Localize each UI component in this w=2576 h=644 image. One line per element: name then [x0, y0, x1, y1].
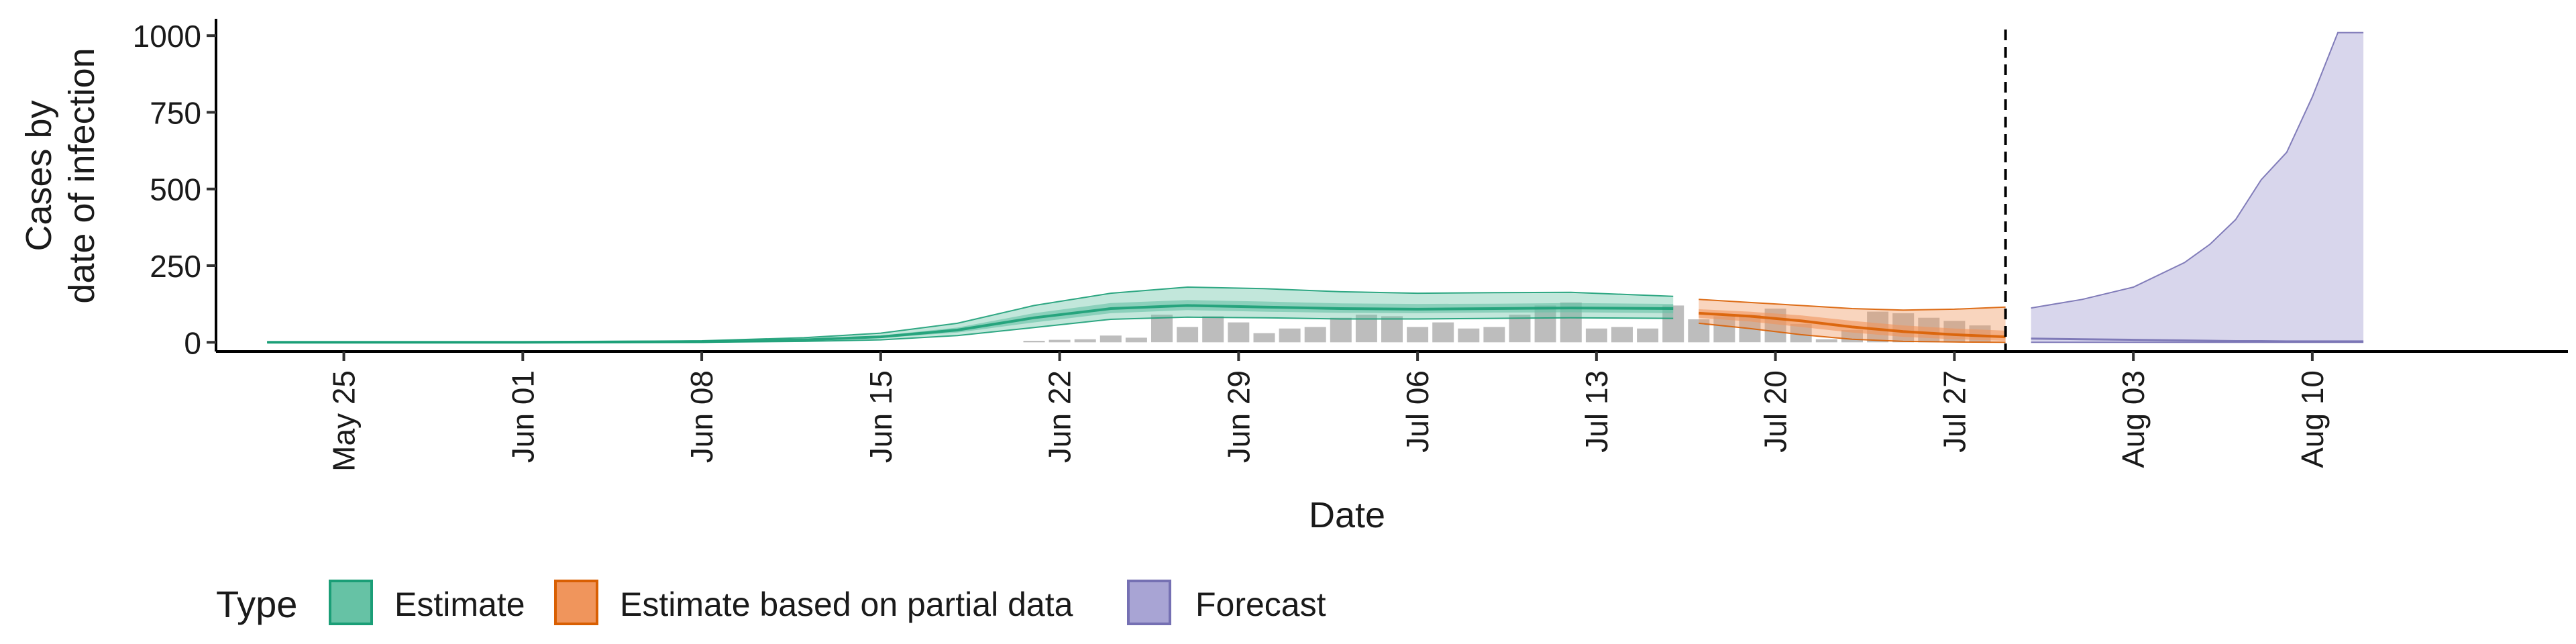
- reported-case-bar-18: [1483, 327, 1505, 343]
- partial-estimate-upper-90-line: [1699, 299, 2006, 311]
- legend-key-estimate: [329, 580, 373, 625]
- legend-label-partial: Estimate based on partial data: [620, 586, 1073, 623]
- reported-case-bar-4: [1125, 337, 1147, 343]
- legend-title: Type: [216, 583, 297, 625]
- reported-case-bar-12: [1330, 317, 1352, 343]
- reported-case-bar-7: [1202, 316, 1224, 343]
- x-tick-label-8: Jul 20: [1758, 370, 1793, 453]
- reported-case-bar-9: [1253, 333, 1275, 343]
- estimate-band-50: [267, 300, 1674, 343]
- reported-case-bar-6: [1177, 327, 1199, 343]
- y-tick-label-0: 0: [184, 325, 201, 360]
- x-axis-title: Date: [1309, 495, 1385, 535]
- forecast-band-90: [2031, 32, 2364, 343]
- reported-case-bar-5: [1151, 315, 1173, 343]
- x-tick-label-6: Jul 06: [1400, 370, 1435, 453]
- reported-case-bar-3: [1099, 335, 1122, 343]
- reported-case-bar-1: [1049, 339, 1071, 343]
- reported-case-bar-14: [1381, 316, 1403, 343]
- x-tick-label-0: May 25: [327, 370, 362, 472]
- reported-case-bar-17: [1458, 328, 1480, 343]
- reported-case-bar-2: [1074, 339, 1096, 343]
- x-tick-label-3: Jun 15: [863, 370, 898, 463]
- reported-case-bar-19: [1509, 315, 1531, 343]
- y-tick-label-750: 750: [150, 95, 201, 130]
- x-tick-label-2: Jun 08: [684, 370, 719, 463]
- y-axis-title-line-1: Cases by: [19, 100, 59, 251]
- reported-case-bar-22: [1585, 328, 1607, 343]
- x-tick-label-11: Aug 10: [2295, 370, 2330, 468]
- reported-case-bar-0: [1023, 341, 1045, 343]
- estimate-median-line: [267, 304, 1674, 344]
- forecast-median-line: [2031, 337, 2364, 343]
- x-tick-label-4: Jun 22: [1042, 370, 1077, 463]
- reported-case-bar-10: [1279, 328, 1301, 343]
- y-axis-title: Cases by date of infection: [19, 48, 102, 303]
- y-axis-ticks: 0 250 500 750 1000: [133, 19, 216, 360]
- x-tick-label-10: Aug 03: [2116, 370, 2151, 468]
- legend-key-partial: [554, 580, 598, 625]
- reported-case-bar-8: [1228, 322, 1250, 343]
- legend-label-forecast: Forecast: [1195, 586, 1326, 623]
- reported-case-bar-26: [1688, 319, 1710, 343]
- reported-case-bar-15: [1407, 327, 1429, 343]
- x-tick-label-9: Jul 27: [1937, 370, 1972, 453]
- reported-case-bar-16: [1432, 322, 1454, 343]
- legend-label-estimate: Estimate: [394, 586, 525, 623]
- reported-case-bar-27: [1713, 316, 1735, 343]
- y-tick-label-1000: 1000: [133, 19, 201, 54]
- reported-case-bar-31: [1815, 339, 1837, 343]
- reported-case-bar-23: [1611, 327, 1633, 343]
- forecast-upper-90-line: [2031, 32, 2364, 309]
- legend-key-forecast: [1127, 580, 1171, 625]
- x-tick-label-5: Jun 29: [1221, 370, 1256, 463]
- x-tick-label-7: Jul 13: [1579, 370, 1614, 453]
- partial-estimate-median-line: [1699, 311, 2006, 339]
- plot-marks: [267, 30, 2364, 352]
- reported-case-bar-11: [1304, 327, 1326, 343]
- y-tick-label-250: 250: [150, 249, 201, 284]
- reported-case-bar-24: [1637, 328, 1659, 343]
- x-tick-label-1: Jun 01: [505, 370, 540, 463]
- x-axis-ticks: May 25 Jun 01 Jun 08 Jun 15 Jun 22 Jun 29 Jul …: [327, 352, 2330, 472]
- estimate-band-90: [267, 287, 1674, 343]
- legend: Type Estimate Estimate based on partial …: [216, 580, 1326, 625]
- partial-estimate-lower-90-line: [1699, 322, 2006, 343]
- y-axis-title-line-2: date of infection: [62, 48, 102, 303]
- y-tick-label-500: 500: [150, 172, 201, 207]
